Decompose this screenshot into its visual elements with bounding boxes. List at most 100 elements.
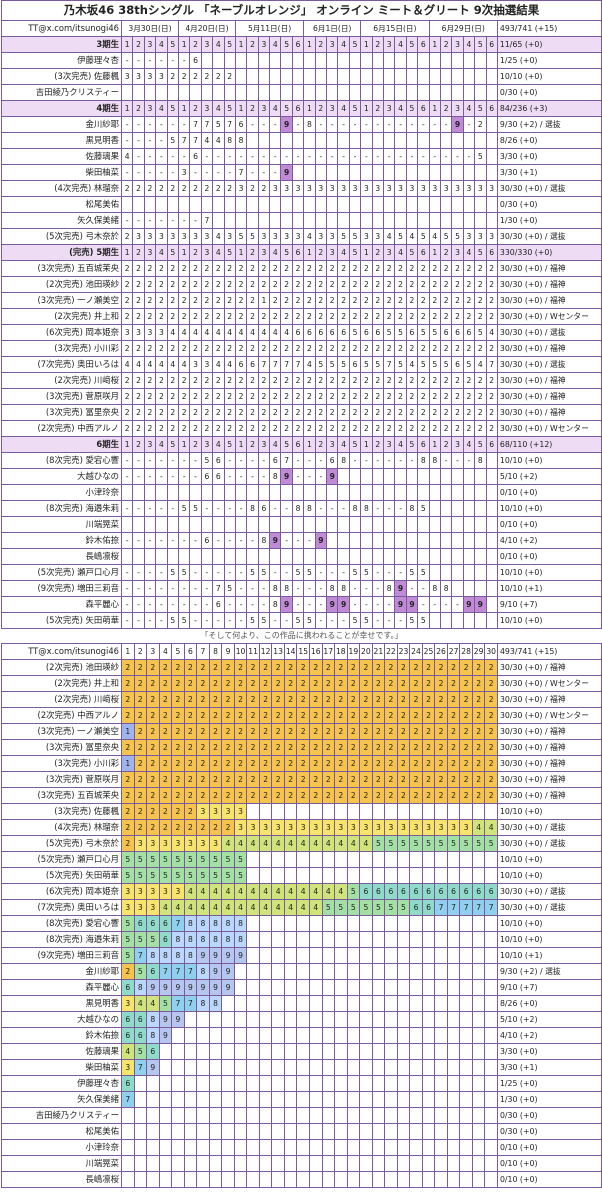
round-cell: 2 [212, 340, 225, 357]
slot-number: 5 [166, 36, 179, 53]
round-cell [234, 548, 248, 565]
slot-number: 3 [451, 244, 464, 261]
tally-cell: 2 [221, 787, 235, 804]
tally-cell [246, 915, 260, 932]
tally-cell [158, 1171, 173, 1188]
slot-number: 3 [200, 36, 214, 53]
tally-cell [346, 851, 361, 868]
tally-cell: 2 [171, 659, 185, 676]
round-cell: - [177, 116, 191, 133]
slot-number: 3 [326, 100, 339, 117]
round-cell: 2 [257, 420, 271, 437]
round-cell [269, 68, 282, 85]
round-cell: - [417, 580, 430, 597]
round-cell: - [166, 212, 179, 229]
tally-cell: 2 [271, 707, 285, 724]
draw-number: 7 [196, 643, 210, 660]
round-cell: - [166, 500, 179, 517]
tally-cell [246, 1043, 260, 1060]
tally-cell: 2 [271, 675, 285, 692]
round-cell: 5 [371, 356, 385, 373]
round-cell: 2 [189, 68, 202, 85]
tally-cell [233, 1043, 248, 1060]
tally-cell: 2 [359, 771, 373, 788]
tally-cell [221, 1123, 235, 1140]
round-cell [485, 516, 498, 533]
tally-cell: 2 [446, 659, 461, 676]
tally-cell [308, 915, 323, 932]
round-cell [212, 212, 225, 229]
tally-cell: 2 [396, 723, 411, 740]
slot-number: 5 [166, 244, 179, 261]
member-name: (8次完売) 海邉朱莉 [1, 931, 122, 948]
round-cell: - [177, 468, 191, 485]
tally-row: 小津玲奈 0/10 (+0) [1, 1139, 602, 1156]
tally-cell [409, 931, 423, 948]
member-name: 小津玲奈 [1, 1139, 122, 1156]
tally-cell: 2 [146, 675, 160, 692]
tally-cell: 3 [308, 819, 323, 836]
round-cell [360, 132, 373, 149]
round-cell: 6 [451, 324, 464, 341]
tally-cell: 2 [196, 691, 210, 708]
tally-cell: 2 [446, 675, 461, 692]
tally-cell: 2 [183, 723, 198, 740]
tally-cell: 2 [133, 771, 148, 788]
tally-cell [171, 1107, 185, 1124]
tally-cell: 2 [183, 691, 198, 708]
member-summary: 30/30 (+0) / Wセンター [496, 707, 602, 724]
tally-cell [283, 1027, 298, 1044]
round-cell: - [189, 468, 202, 485]
tally-cell [258, 931, 273, 948]
round-cell: 5 [405, 612, 419, 629]
tally-cell [459, 931, 473, 948]
round-cell [303, 196, 316, 213]
tally-cell: 6 [421, 883, 436, 900]
tally-cell [396, 995, 411, 1012]
round-cell [246, 212, 259, 229]
round-cell [120, 548, 134, 565]
tally-cell [384, 1027, 398, 1044]
round-cell: 7 [200, 116, 214, 133]
tally-cell: 5 [384, 899, 398, 916]
member-name: 大越ひなの [1, 1011, 122, 1028]
round-cell: 2 [451, 340, 464, 357]
round-cell: - [155, 580, 168, 597]
round-cell: 3 [360, 228, 373, 245]
tally-cell [321, 995, 336, 1012]
slot-number: 3 [382, 436, 396, 453]
tally-cell [146, 1107, 160, 1124]
round-cell [291, 212, 305, 229]
round-cell: - [143, 148, 157, 165]
tally-cell: 5 [434, 835, 448, 852]
member-row: (7次完売) 奥田いろは 4 4 4 4 4 4 3 3 4 4 6 6 7 7 7 7 4 5 5 5 6 5 5 7 5 4 5 5… [1, 356, 602, 373]
round-cell: - [280, 612, 293, 629]
tally-cell: 2 [471, 675, 486, 692]
round-cell [428, 532, 441, 549]
round-cell [485, 532, 498, 549]
tally-cell: 2 [471, 739, 486, 756]
round-cell [360, 532, 373, 549]
round-cell: 2 [405, 404, 419, 421]
round-cell: - [337, 116, 350, 133]
tally-cell [484, 1139, 498, 1156]
draw-number: 11 [246, 643, 260, 660]
round-cell: 2 [405, 276, 419, 293]
tally-cell [384, 1171, 398, 1188]
round-cell: - [371, 116, 385, 133]
tally-cell: 2 [384, 739, 398, 756]
tally-row: 大越ひなの 6 6 8 9 9 5/10 (+2) [1, 1011, 602, 1028]
round-cell: 3 [428, 180, 441, 197]
tally-table: TT@x.com/itsunogi46 1 2 3 4 5 6 7 8 9 10 11 12 13 14 15… [1, 643, 602, 1188]
round-cell [360, 516, 373, 533]
round-cell: 2 [439, 260, 453, 277]
tally-cell [158, 1059, 173, 1076]
slot-number: 1 [428, 244, 441, 261]
round-cell: 2 [212, 260, 225, 277]
tally-cell [308, 1123, 323, 1140]
round-cell: 9 [394, 580, 407, 597]
slot-number: 1 [177, 36, 191, 53]
round-cell: 2 [326, 372, 339, 389]
slot-number: 3 [143, 436, 157, 453]
slot-number: 2 [246, 100, 259, 117]
